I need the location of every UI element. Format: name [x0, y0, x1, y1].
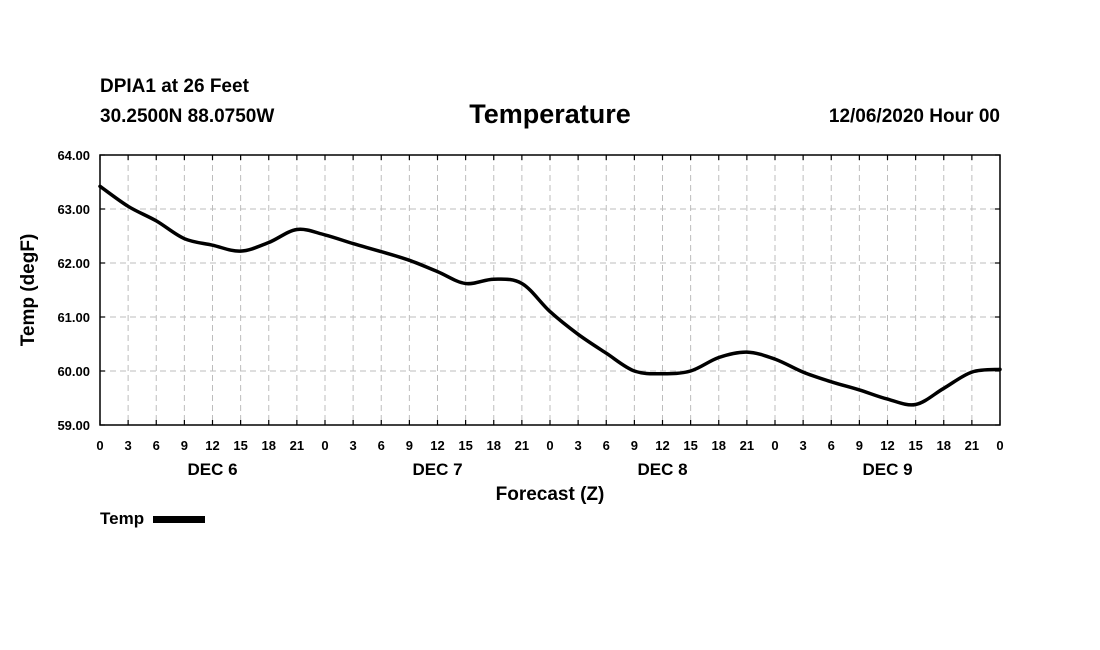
x-tick-label: 21 [740, 438, 754, 453]
x-tick-label: 3 [125, 438, 132, 453]
x-tick-label: 3 [575, 438, 582, 453]
grid [100, 155, 1000, 425]
legend: Temp [100, 509, 206, 529]
x-axis-title: Forecast (Z) [496, 484, 605, 505]
forecast-datetime: 12/06/2020 Hour 00 [828, 106, 1000, 127]
y-tick-label: 61.00 [57, 310, 90, 325]
x-tick-label: 3 [350, 438, 357, 453]
x-tick-label: 6 [153, 438, 160, 453]
x-tick-label: 12 [430, 438, 444, 453]
series-line-temp [98, 184, 1002, 407]
x-tick-label: 15 [458, 438, 472, 453]
coordinates-label: 30.2500N 88.0750W [100, 106, 275, 127]
x-tick-labels: 0 3 6 9 12 15 18 21 0 3 6 9 12 15 18 21 0 3 6 9 12 15 18 21 0 3 6 9… [96, 438, 1003, 453]
x-tick-label: 0 [996, 438, 1003, 453]
y-tick-label: 59.00 [57, 418, 90, 433]
y-axis-title: Temp (degF) [18, 234, 39, 347]
x-tick-label: 21 [515, 438, 529, 453]
x-tick-label: 0 [771, 438, 778, 453]
plot-frame [99, 154, 1001, 426]
x-tick-label: 15 [233, 438, 247, 453]
x-tick-label: 12 [655, 438, 669, 453]
y-tick-label: 62.00 [57, 256, 90, 271]
day-label: DEC 6 [187, 460, 237, 479]
x-tick-label: 18 [262, 438, 276, 453]
x-tick-label: 0 [546, 438, 553, 453]
x-tick-label: 15 [683, 438, 697, 453]
x-tick-label: 18 [712, 438, 726, 453]
day-label: DEC 9 [862, 460, 912, 479]
x-tick-label: 0 [321, 438, 328, 453]
x-tick-label: 9 [856, 438, 863, 453]
x-tick-label: 21 [965, 438, 979, 453]
legend-swatch [153, 515, 206, 523]
x-tick-label: 15 [908, 438, 922, 453]
station-label: DPIA1 at 26 Feet [100, 76, 249, 97]
y-tick-label: 63.00 [57, 202, 90, 217]
day-labels: DEC 6 DEC 7 DEC 8 DEC 9 [187, 460, 912, 479]
x-tick-label: 21 [290, 438, 304, 453]
x-tick-label: 9 [406, 438, 413, 453]
x-tick-label: 9 [181, 438, 188, 453]
x-tick-label: 18 [937, 438, 951, 453]
x-tick-label: 12 [205, 438, 219, 453]
y-tick-label: 60.00 [57, 364, 90, 379]
day-label: DEC 7 [412, 460, 462, 479]
y-tick-label: 64.00 [57, 148, 90, 163]
day-label: DEC 8 [637, 460, 687, 479]
y-tick-labels: 59.00 60.00 61.00 62.00 63.00 64.00 [57, 148, 90, 433]
x-tick-label: 6 [828, 438, 835, 453]
x-tick-label: 6 [603, 438, 610, 453]
chart-title: Temperature [469, 99, 631, 129]
x-tick-label: 9 [631, 438, 638, 453]
legend-label: Temp [100, 509, 145, 528]
x-tick-label: 3 [800, 438, 807, 453]
x-tick-label: 12 [880, 438, 894, 453]
x-tick-label: 0 [96, 438, 103, 453]
x-tick-label: 18 [487, 438, 501, 453]
x-tick-label: 6 [378, 438, 385, 453]
